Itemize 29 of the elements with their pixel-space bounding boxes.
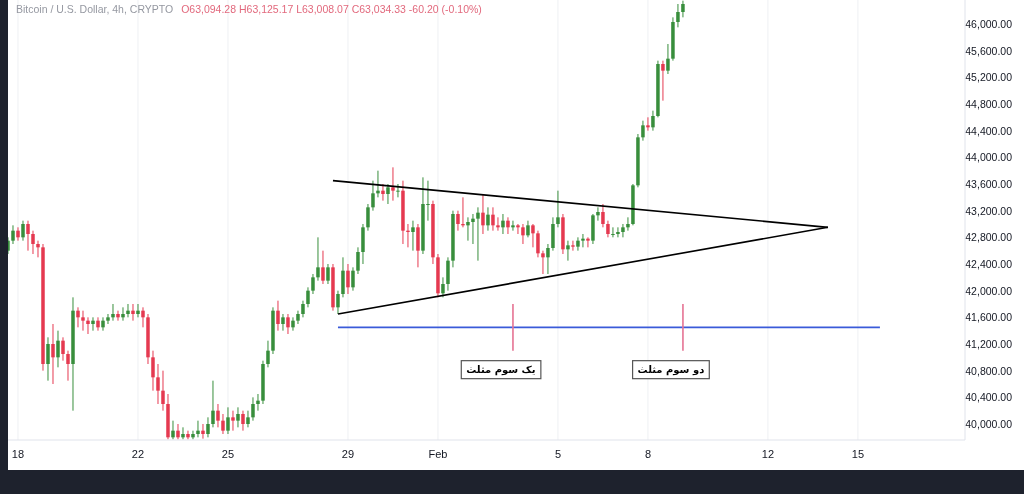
y-tick-label: 45,600.00 xyxy=(965,44,1013,57)
y-tick-label: 43,600.00 xyxy=(965,178,1013,190)
x-tick-label: 8 xyxy=(644,448,652,460)
x-tick-label: Feb xyxy=(428,448,448,460)
chart-subtitle: O63,094.28 H63,125.17 L63,008.07 C63,034.33 -60.20 (-0.10%) xyxy=(181,3,482,15)
y-tick-label: 45,200.00 xyxy=(965,71,1013,84)
y-tick-label: 43,200.00 xyxy=(965,204,1013,217)
y-tick-label: 44,000.00 xyxy=(965,151,1013,164)
y-tick-label: 40,400.00 xyxy=(965,391,1013,404)
y-tick-label: 42,800.00 xyxy=(965,231,1013,244)
annotation: یک سوم مثلث xyxy=(466,363,536,376)
y-tick-label: 41,200.00 xyxy=(965,338,1013,350)
y-tick-label: 42,000.00 xyxy=(965,284,1013,297)
y-tick-label: 44,400.00 xyxy=(965,124,1013,137)
x-tick-label: 5 xyxy=(554,448,562,460)
y-tick-label: 41,600.00 xyxy=(965,311,1013,324)
x-tick-label: 15 xyxy=(851,448,865,460)
y-tick-label: 44,800.00 xyxy=(965,98,1013,110)
y-tick-label: 40,000.00 xyxy=(965,418,1013,430)
chart-title: Bitcoin / U.S. Dollar, 4h, CRYPTO xyxy=(16,3,174,15)
y-tick-label: 40,800.00 xyxy=(965,364,1013,377)
x-tick-label: 25 xyxy=(221,448,235,460)
x-tick-label: 22 xyxy=(131,448,145,460)
annotation: دو سوم مثلث xyxy=(637,363,705,376)
y-tick-label: 46,000.00 xyxy=(965,18,1013,30)
x-tick-label: 29 xyxy=(341,448,355,460)
x-tick-label: 18 xyxy=(11,448,25,460)
x-tick-label: 12 xyxy=(761,448,775,460)
y-tick-label: 42,400.00 xyxy=(965,258,1013,270)
